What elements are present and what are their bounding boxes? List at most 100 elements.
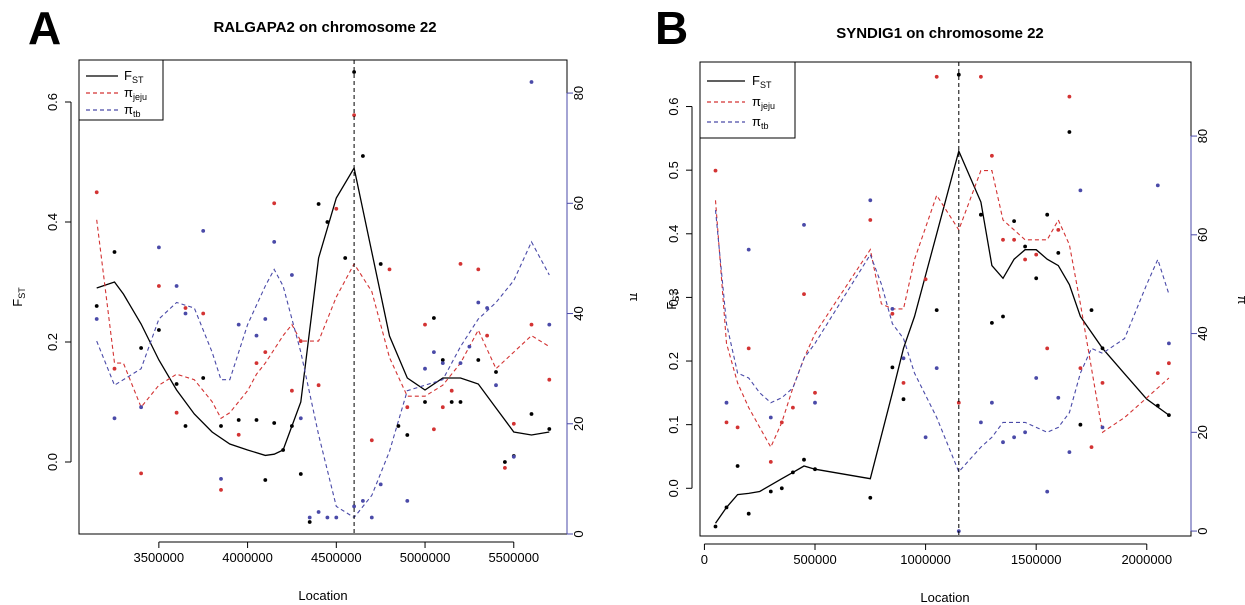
- legend-sub-a-1: jeju: [132, 92, 147, 102]
- data-point-1-4-28: [1167, 361, 1171, 366]
- data-point-0-5-30: [494, 383, 498, 388]
- data-point-0-3-10: [263, 478, 268, 482]
- y-axis-right-b: 0 20 40 60 80: [1190, 129, 1210, 535]
- data-point-0-3-16: [316, 202, 321, 206]
- data-point-1-3-22: [1067, 130, 1072, 134]
- data-point-0-3-8: [236, 418, 241, 422]
- data-point-1-3-2: [735, 464, 740, 468]
- y-tick-label-right-1-4: 80: [1195, 129, 1210, 143]
- data-point-0-3-17: [325, 220, 330, 224]
- data-point-1-3-15: [990, 321, 994, 325]
- data-point-1-4-4: [768, 460, 773, 464]
- legend-sub-a-0: ST: [132, 75, 144, 85]
- data-point-1-3-16: [1001, 314, 1005, 319]
- data-point-1-4-16: [990, 153, 994, 158]
- data-point-0-5-2: [139, 405, 144, 410]
- data-point-1-3-18: [1023, 244, 1027, 249]
- legend-label-b-2: π: [752, 114, 761, 129]
- data-point-0-5-15: [316, 510, 321, 514]
- data-point-0-4-4: [174, 410, 179, 415]
- y-tick-label-left-1-0: 0.0: [666, 479, 681, 497]
- legend-label-a-0: F: [124, 68, 132, 83]
- data-point-1-4-0: [713, 168, 718, 173]
- data-point-1-4-19: [1023, 257, 1027, 262]
- data-point-1-5-12: [979, 420, 983, 425]
- data-point-0-3-11: [272, 421, 277, 425]
- data-point-1-5-9: [923, 435, 928, 440]
- data-point-1-4-17: [1001, 237, 1005, 242]
- data-point-1-4-23: [1067, 94, 1072, 99]
- y-axis-right-label-a: π: [627, 293, 642, 302]
- data-point-0-4-21: [432, 427, 436, 432]
- y-tick-label-right-0-3: 60: [571, 196, 586, 210]
- panel-letter-b: B: [655, 2, 688, 54]
- data-point-1-3-4: [768, 489, 773, 494]
- y-tick-label-left-1-3: 0.3: [666, 288, 681, 306]
- data-point-1-3-6: [791, 470, 795, 475]
- y-tick-label-right-1-0: 0: [1195, 527, 1210, 534]
- data-point-0-3-33: [529, 412, 534, 416]
- data-point-0-4-11: [272, 201, 277, 206]
- data-point-1-4-25: [1089, 445, 1094, 449]
- data-point-0-4-29: [529, 322, 534, 327]
- x-axis-a: 3500000 4000000 4500000 5000000 5500000: [134, 541, 539, 565]
- data-point-0-3-0: [94, 304, 99, 308]
- data-point-0-5-16: [325, 515, 330, 520]
- data-point-1-3-7: [802, 457, 806, 462]
- data-point-1-4-10: [890, 311, 895, 316]
- y-label-right-a: π: [627, 293, 642, 302]
- panel-letter-a: A: [28, 2, 61, 54]
- data-point-0-4-24: [458, 262, 463, 266]
- series-line-0-1: [96, 219, 550, 420]
- legend-label-a-1: π: [124, 85, 133, 100]
- data-point-0-4-23: [449, 388, 454, 393]
- data-point-0-5-8: [236, 322, 241, 327]
- data-point-1-4-3: [746, 346, 751, 351]
- data-point-0-5-29: [485, 306, 489, 310]
- data-point-0-3-24: [423, 400, 427, 404]
- data-point-0-4-1: [112, 366, 117, 371]
- data-point-0-3-1: [112, 250, 117, 254]
- y-label-right-b: π: [1235, 296, 1245, 305]
- data-point-0-3-3: [157, 328, 161, 332]
- data-point-1-3-13: [956, 72, 961, 77]
- data-point-1-4-7: [802, 292, 806, 296]
- y-tick-label-left-0-2: 0.4: [45, 213, 60, 231]
- legend-sub-b-1: jeju: [760, 101, 775, 111]
- data-point-0-4-3: [157, 284, 161, 288]
- y-axis-right-label-b: π: [1235, 296, 1245, 305]
- data-point-1-3-1: [724, 505, 729, 510]
- data-point-0-3-14: [298, 472, 303, 476]
- data-point-0-3-19: [352, 70, 356, 74]
- data-point-0-5-18: [352, 504, 356, 509]
- data-point-0-3-23: [405, 433, 410, 437]
- svg-text:FST: FST: [124, 68, 144, 85]
- data-point-0-5-33: [547, 322, 552, 327]
- legend-item-fst-b: FST: [707, 73, 772, 90]
- legend-b: FST πjeju πtb: [699, 61, 796, 139]
- data-point-0-4-6: [201, 311, 206, 316]
- data-point-1-5-4: [802, 223, 806, 227]
- data-point-0-4-30: [547, 377, 552, 382]
- x-tick-label-0-0: 3500000: [134, 550, 185, 565]
- data-point-0-4-20: [423, 322, 427, 327]
- data-point-0-5-32: [529, 80, 534, 84]
- x-tick-label-1-4: 2000000: [1121, 552, 1172, 567]
- data-point-1-5-5: [813, 400, 817, 405]
- legend-label-a-2: π: [124, 102, 133, 117]
- data-point-0-3-12: [281, 448, 285, 452]
- data-point-0-4-10: [263, 350, 268, 354]
- legend-label-b-1: π: [752, 94, 761, 109]
- data-point-0-4-22: [440, 405, 445, 410]
- data-point-0-5-11: [272, 240, 277, 244]
- data-point-1-4-12: [923, 277, 928, 282]
- x-tick-label-0-2: 4500000: [311, 550, 362, 565]
- data-point-0-5-7: [219, 477, 223, 481]
- data-point-0-3-9: [254, 418, 259, 422]
- data-point-1-5-7: [890, 307, 895, 311]
- data-point-1-4-6: [791, 405, 795, 410]
- data-point-1-4-8: [813, 390, 817, 395]
- plot-frame-a: [78, 59, 568, 535]
- data-point-0-4-27: [503, 466, 507, 470]
